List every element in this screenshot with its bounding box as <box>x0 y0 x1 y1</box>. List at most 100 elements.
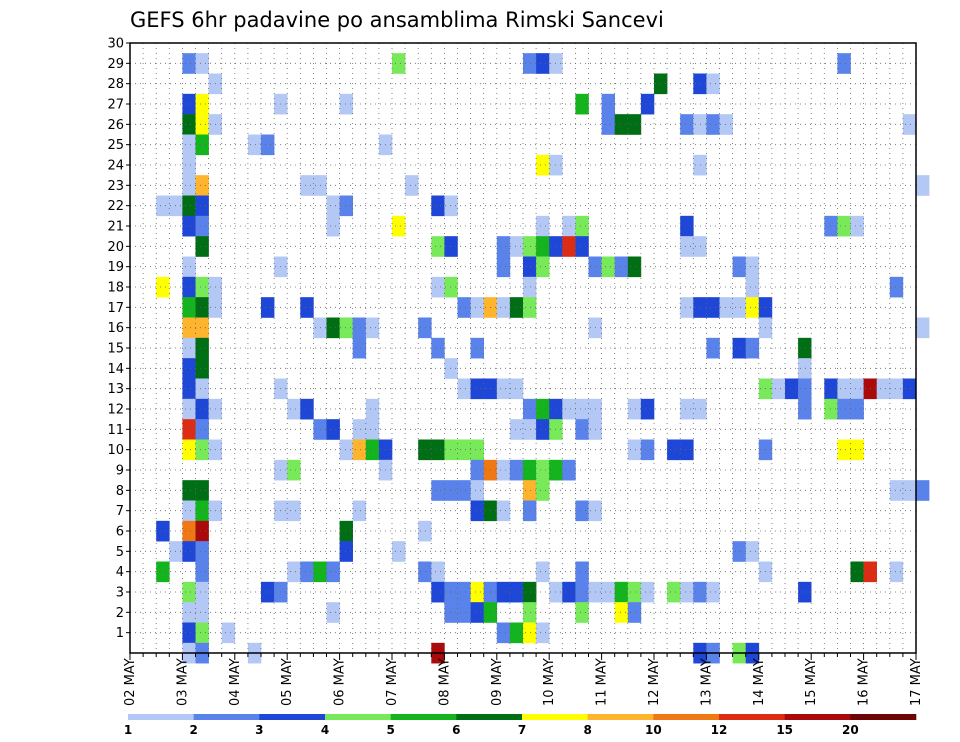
heatmap-cell <box>195 236 209 257</box>
heatmap-cell <box>431 276 445 298</box>
heatmap-cell <box>523 398 537 420</box>
heatmap-cell <box>575 581 589 603</box>
heatmap-cell <box>706 297 720 318</box>
heatmap-cell <box>444 358 458 379</box>
heatmap-cell <box>431 195 445 217</box>
heatmap-cell <box>457 602 471 623</box>
y-tick-label: 6 <box>116 525 124 540</box>
heatmap-cell <box>457 439 471 461</box>
colorbar-label: 1 <box>124 723 132 737</box>
y-tick-label: 12 <box>107 403 124 418</box>
heatmap-cell <box>392 215 406 237</box>
heatmap-cell <box>706 337 720 359</box>
heatmap-cell <box>444 480 458 501</box>
y-tick-label: 16 <box>107 321 124 336</box>
heatmap-cell <box>470 602 484 623</box>
colorbar-label: 15 <box>776 723 793 737</box>
heatmap-cell <box>745 256 760 278</box>
colorbar: 1 2 3 4 5 6 7 8 10 12 15 20 <box>124 714 917 737</box>
colorbar-label: 2 <box>189 723 197 737</box>
colorbar-label: 6 <box>452 723 460 737</box>
heatmap-cell <box>195 53 209 74</box>
heatmap-cell <box>785 378 799 400</box>
heatmap-cell <box>536 480 550 501</box>
heatmap-cell <box>889 276 904 298</box>
heatmap-cell <box>536 256 550 278</box>
heatmap-cell <box>156 520 170 542</box>
heatmap-cell <box>745 541 760 562</box>
heatmap-cell <box>431 439 445 461</box>
heatmap-cell <box>339 439 353 461</box>
heatmap-cell <box>182 419 196 440</box>
heatmap-cell <box>182 195 196 217</box>
colorbar-swatch <box>653 714 720 720</box>
heatmap-cell <box>876 378 891 400</box>
heatmap-cell <box>195 500 209 522</box>
heatmap-cell <box>680 398 694 420</box>
colorbar-label: 20 <box>842 723 859 737</box>
heatmap-cell <box>339 520 353 542</box>
heatmap-cell <box>195 520 209 542</box>
heatmap-cell <box>470 480 484 501</box>
heatmap-cell <box>601 114 615 135</box>
heatmap-cell <box>195 581 209 603</box>
heatmap-cell <box>431 236 445 257</box>
heatmap-cell <box>470 581 484 603</box>
heatmap-cell <box>457 480 471 501</box>
y-tick-label: 17 <box>107 301 124 316</box>
y-tick-label: 7 <box>116 504 124 519</box>
heatmap-cell <box>509 378 524 400</box>
heatmap-cell <box>850 398 864 420</box>
heatmap-cell <box>444 602 458 623</box>
heatmap-cell <box>523 256 537 278</box>
heatmap-cell <box>562 215 576 237</box>
heatmap-cell <box>182 541 196 562</box>
heatmap-cell <box>195 398 209 420</box>
heatmap-cell <box>627 114 642 135</box>
heatmap-cell <box>444 236 458 257</box>
heatmap-cell <box>536 459 550 481</box>
heatmap-cell <box>667 581 681 603</box>
heatmap-cell <box>837 439 851 461</box>
heatmap-cell <box>771 378 786 400</box>
heatmap-cell <box>509 236 524 257</box>
heatmap-cell <box>916 480 930 501</box>
heatmap-cell <box>562 459 576 481</box>
heatmap-cell <box>156 276 170 298</box>
heatmap-cell <box>640 93 655 115</box>
heatmap-cell <box>195 297 209 318</box>
heatmap-cell <box>470 459 484 481</box>
heatmap-cell <box>418 317 432 339</box>
heatmap-cell <box>287 398 301 420</box>
heatmap-cell <box>523 297 537 318</box>
x-tick-label: 08 MAY <box>437 658 452 706</box>
heatmap-cell <box>326 602 340 623</box>
heatmap-cell <box>182 175 196 196</box>
heatmap-cell <box>614 256 629 278</box>
heatmap-cell <box>706 73 720 95</box>
heatmap-cell <box>195 602 209 623</box>
heatmap-cell <box>496 236 511 257</box>
heatmap-cell <box>182 602 196 623</box>
heatmap-cell <box>732 297 746 318</box>
heatmap-cell <box>195 175 209 196</box>
heatmap-cell <box>195 114 209 135</box>
heatmap-cell <box>195 93 209 115</box>
heatmap-cell <box>470 500 484 522</box>
colorbar-label: 12 <box>711 723 728 737</box>
heatmap-cell <box>837 53 851 74</box>
heatmap-cell <box>496 459 511 481</box>
heatmap-cell <box>392 541 406 562</box>
heatmap-cells <box>156 53 930 664</box>
heatmap-cell <box>680 215 694 237</box>
heatmap-cell <box>182 215 196 237</box>
y-tick-label: 29 <box>107 57 124 72</box>
heatmap-cell <box>902 378 917 400</box>
heatmap-cell <box>732 541 746 562</box>
y-tick-label: 30 <box>107 37 124 52</box>
heatmap-cell <box>575 93 589 115</box>
heatmap-cell <box>680 114 694 135</box>
heatmap-cell <box>182 520 196 542</box>
colorbar-label: 8 <box>583 723 591 737</box>
heatmap-cell <box>719 114 733 135</box>
